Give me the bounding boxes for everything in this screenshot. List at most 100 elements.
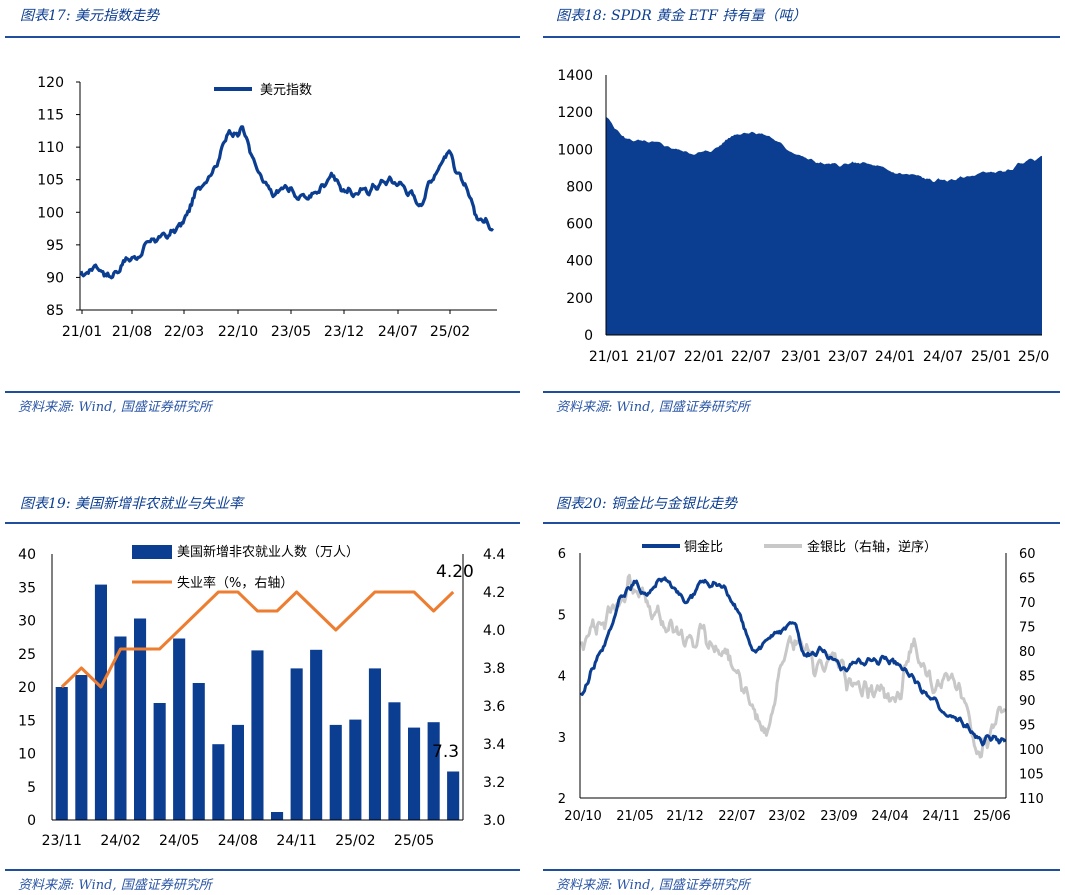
bar-nfp: [271, 812, 284, 820]
bar-nfp: [114, 636, 127, 820]
x-tick-label: 21/08: [112, 324, 152, 340]
y-tick-label-right: 3.4: [483, 737, 505, 753]
bar-nfp: [447, 771, 460, 820]
bar-nfp: [75, 675, 88, 820]
data-label-bar: 7.3: [432, 742, 459, 762]
y-tick-label: 90: [46, 270, 64, 286]
source-rule: [543, 391, 1060, 393]
y-tick-label-left: 2: [558, 792, 566, 807]
bar-nfp: [134, 618, 147, 820]
x-tick-label: 24/07: [923, 349, 963, 365]
y-tick-label: 600: [566, 217, 593, 233]
title-rule: [543, 522, 1060, 524]
y-tick-label: 105: [37, 173, 64, 189]
chart-ratios: 2 3 4 5 6 60 65 70 75 80 85 90 95 100 105 110 20/10 21/05…: [558, 539, 1044, 824]
legend-label-bar: 美国新增非农就业人数（万人）: [177, 544, 359, 560]
x-tick-label: 22/03: [164, 324, 204, 340]
y-tick-label: 1400: [557, 68, 593, 84]
x-tick-label: 23/11: [42, 833, 82, 849]
x-tick-label: 23/02: [768, 809, 805, 824]
bar-nfp: [212, 744, 225, 820]
y-tick-label: 0: [584, 328, 593, 344]
x-tick-label: 23/12: [324, 324, 364, 340]
bar-nfp: [408, 727, 421, 820]
bar-nfp: [231, 724, 244, 820]
x-tick-label: 23/07: [828, 349, 868, 365]
y-tick-label: 110: [37, 140, 64, 156]
x-tick-label: 25/06: [973, 809, 1010, 824]
source-rule: [543, 869, 1060, 871]
source-ratios: 资料来源: Wind, 国盛证券研究所: [556, 878, 750, 893]
bar-nfp: [427, 722, 440, 820]
x-tick-label: 22/07: [718, 809, 755, 824]
y-tick-label-left: 5: [27, 780, 36, 796]
source-nfp: 资料来源: Wind, 国盛证券研究所: [18, 878, 212, 893]
bar-nfp: [290, 668, 303, 820]
title-rule: [5, 522, 520, 524]
y-tick-label: 200: [566, 291, 593, 307]
y-tick-label-left: 5: [558, 608, 566, 623]
bar-nfp: [251, 650, 264, 820]
bar-nfp: [153, 703, 166, 820]
y-tick-label: 1200: [557, 105, 593, 121]
y-tick-label: 100: [37, 205, 64, 221]
source-rule: [5, 869, 520, 871]
x-tick-label: 25/05: [394, 833, 434, 849]
y-tick-label-right: 4.4: [483, 547, 505, 563]
x-tick-label: 24/07: [378, 324, 418, 340]
bar-nfp: [94, 584, 107, 820]
y-tick-label-right: 95: [1019, 719, 1036, 734]
title-spdr: 图表18: SPDR 黄金 ETF 持有量（吨）: [556, 8, 807, 24]
y-tick-label-left: 35: [18, 580, 36, 596]
x-tick-label: 23/05: [271, 324, 311, 340]
y-tick-label-left: 6: [558, 547, 566, 562]
source-rule: [5, 391, 520, 393]
x-tick-label: 25/02: [430, 324, 470, 340]
chart-nfp: 0 5 10 15 20 25 30 35 40 3.0 3.2 3.4 3.6 3.8 4.0 4.2 4.4…: [18, 544, 505, 849]
y-tick-label-right: 70: [1019, 596, 1036, 611]
bar-nfp: [388, 702, 401, 820]
x-tick-label: 23/09: [820, 809, 857, 824]
bar-nfp: [310, 649, 323, 820]
y-tick-label-right: 105: [1019, 768, 1044, 783]
y-tick-label: 120: [37, 75, 64, 91]
x-tick-label: 24/11: [276, 833, 316, 849]
y-tick-label-left: 4: [558, 670, 566, 685]
title-ratios: 图表20: 铜金比与金银比走势: [556, 496, 737, 512]
y-tick-label-right: 3.6: [483, 699, 505, 715]
title-nfp: 图表19: 美国新增非农就业与失业率: [20, 496, 243, 512]
legend-label: 美元指数: [260, 83, 312, 98]
bar-nfp: [55, 687, 68, 820]
series-line-dxy: [79, 125, 495, 280]
y-tick-label-left: 10: [18, 747, 36, 763]
y-tick-label-right: 100: [1019, 743, 1044, 758]
x-tick-label: 21/01: [62, 324, 102, 340]
x-tick-label: 22/01: [684, 349, 724, 365]
bar-nfp: [349, 719, 362, 820]
x-tick-label: 24/01: [875, 349, 915, 365]
y-tick-label: 400: [566, 254, 593, 270]
series-line-unemployment: [60, 590, 455, 689]
y-tick-label-right: 3.0: [483, 813, 505, 829]
bar-nfp: [329, 724, 342, 820]
y-tick-label: 115: [37, 108, 64, 124]
y-tick-label-left: 3: [558, 731, 566, 746]
x-tick-label: 24/08: [218, 833, 258, 849]
y-tick-label-right: 4.2: [483, 585, 505, 601]
y-tick-label-right: 80: [1019, 645, 1036, 660]
chart-dxy: 85 90 95 100 105 110 115 120 21/01 21/08 22/03 22/1…: [37, 75, 497, 340]
y-tick-label-right: 4.0: [483, 623, 505, 639]
x-tick-label: 21/05: [616, 809, 653, 824]
x-tick-label: 25/01: [971, 349, 1011, 365]
x-tick-label: 22/10: [218, 324, 258, 340]
y-tick-label-right: 65: [1019, 572, 1036, 587]
x-tick-label: 25/02: [335, 833, 375, 849]
x-tick-label: 24/11: [922, 809, 959, 824]
x-tick-label: 24/02: [100, 833, 140, 849]
x-tick-label: 21/01: [589, 349, 629, 365]
y-tick-label-right: 60: [1019, 547, 1036, 562]
x-tick-label: 21/07: [636, 349, 676, 365]
x-tick-label: 24/05: [159, 833, 199, 849]
y-tick-label: 85: [46, 303, 64, 319]
y-tick-label-left: 30: [18, 614, 36, 630]
